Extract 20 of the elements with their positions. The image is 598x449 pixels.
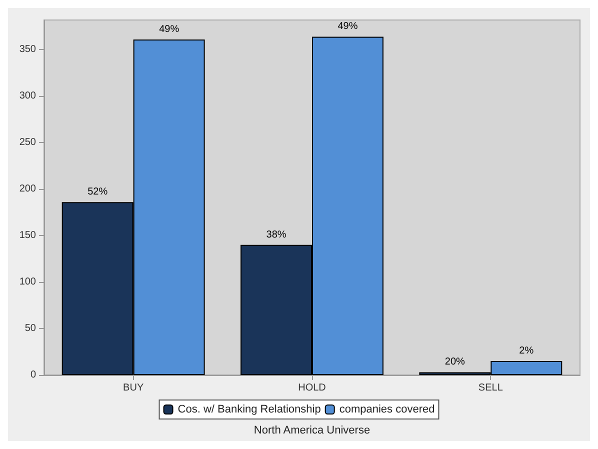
y-tick-label: 200 [19, 184, 36, 195]
x-axis-title: North America Universe [254, 424, 370, 436]
y-tick-label: 50 [24, 323, 36, 334]
annotation: 2% [519, 346, 534, 357]
annotation: 52% [88, 186, 108, 198]
y-tick-label: 100 [19, 276, 36, 288]
annotation: 20% [444, 356, 466, 368]
legend-label: Cos. w/ Banking Relationship [178, 404, 321, 416]
y-tick-label: 0 [30, 370, 36, 380]
y-tick-label: 250 [19, 137, 36, 148]
y-tick-label: 300 [19, 90, 36, 102]
y-tick-label: 350 [19, 44, 36, 56]
x-tick-label: HOLD [298, 382, 326, 394]
legend-label: companies covered [339, 404, 435, 416]
annotation: 49% [338, 21, 358, 32]
x-tick-label: BUY [123, 382, 144, 394]
annotation: 49% [159, 24, 180, 36]
y-tick-label: 150 [19, 230, 36, 242]
annotation: 38% [266, 229, 286, 240]
x-tick-label: SELL [478, 382, 504, 394]
